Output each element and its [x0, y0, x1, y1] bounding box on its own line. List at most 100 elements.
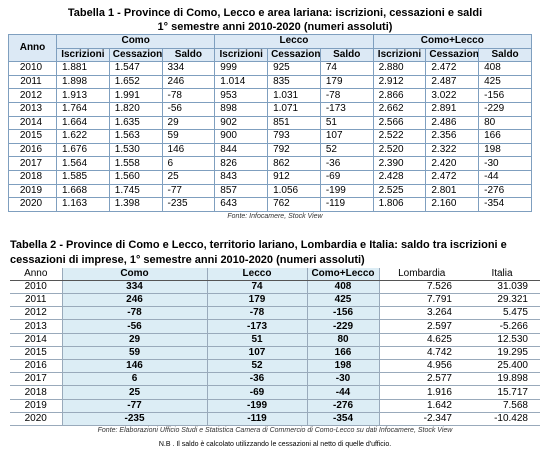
cell: -173: [319, 101, 374, 117]
cell: 408: [306, 280, 380, 295]
cell: 835: [267, 74, 321, 90]
cell: 1.622: [56, 129, 110, 144]
cell: 2.662: [372, 101, 427, 117]
cell: 246: [161, 74, 216, 90]
cell: 107: [319, 129, 374, 144]
column-subheader: Cessazioni: [108, 47, 163, 63]
cell: 792: [267, 142, 321, 158]
cell: 59: [61, 346, 208, 361]
cell: 19.295: [464, 346, 540, 361]
cell: 5.475: [464, 306, 540, 321]
cell: 7.568: [464, 399, 540, 413]
cell: 953: [214, 88, 269, 103]
table-row: 2016 146 52 198 4.956 25.400: [10, 359, 540, 374]
cell: 29: [61, 333, 208, 347]
cell: -78: [319, 88, 374, 103]
column-header: Anno: [10, 267, 62, 281]
column-header: Italia: [464, 267, 540, 281]
year-cell: 2019: [10, 399, 62, 413]
cell: 1.031: [267, 88, 321, 103]
cell: 1.764: [56, 101, 110, 117]
year-cell: 2011: [8, 74, 57, 90]
cell: 1.668: [56, 183, 110, 199]
cell: 862: [267, 156, 321, 171]
cell: -78: [61, 306, 208, 321]
cell: 1.398: [108, 197, 163, 212]
cell: -69: [206, 385, 308, 400]
cell: 1.558: [108, 156, 163, 171]
cell: -235: [161, 197, 216, 212]
table-row: 2016 1.676 1.530 146 844 792 52 2.520 2.322 198: [8, 142, 532, 158]
column-header: Anno: [8, 33, 57, 63]
note: N.B . Il saldo è calcolato utilizzando l…: [158, 440, 392, 448]
cell: -229: [478, 101, 532, 117]
cell: 844: [214, 142, 269, 158]
table-row: 2020 -235 -119 -354 -2.347 -10.428: [10, 412, 540, 426]
year-cell: 2014: [8, 115, 57, 131]
table-row: 2012 -78 -78 -156 3.264 5.475: [10, 306, 540, 321]
cell: 2.880: [372, 61, 427, 76]
cell: 4.956: [379, 359, 464, 374]
cell: 52: [206, 359, 308, 374]
cell: 80: [478, 115, 532, 131]
column-header: Lombardia: [379, 267, 464, 281]
cell: -354: [478, 197, 532, 212]
column-subheader: Cessazioni: [425, 47, 480, 63]
cell: 25: [161, 169, 216, 185]
cell: 1.014: [214, 74, 269, 90]
cell: 7.526: [379, 280, 464, 295]
cell: -36: [206, 372, 308, 387]
cell: 2.428: [372, 169, 427, 185]
year-cell: 2013: [10, 319, 62, 334]
header-row: Anno Como Lecco Como+Lecco: [8, 33, 533, 63]
cell: -30: [306, 372, 380, 387]
year-cell: 2018: [8, 169, 57, 185]
year-cell: 2013: [8, 101, 57, 117]
cell: -36: [319, 156, 374, 171]
table-row: 2014 1.664 1.635 29 902 851 51 2.566 2.486 80: [8, 115, 532, 131]
table-row: 2013 1.764 1.820 -56 898 1.071 -173 2.662 2.891-…: [8, 101, 532, 117]
table: Anno Como Lecco Como+Lecco Lombardia Italia 20…: [10, 267, 540, 426]
cell: 1.642: [379, 399, 464, 413]
cell: 1.635: [108, 115, 163, 131]
cell: 1.585: [56, 169, 110, 185]
cell: 1.560: [108, 169, 163, 185]
cell: 31.039: [464, 280, 540, 295]
cell: -2.347: [379, 412, 464, 426]
cell: -119: [319, 197, 374, 212]
cell: 2.487: [425, 74, 480, 90]
cell: 643: [214, 197, 269, 212]
year-cell: 2019: [8, 183, 57, 199]
table-row: 2015 59 107 166 4.742 19.295: [10, 346, 540, 361]
cell: 2.356: [425, 129, 480, 144]
cell: -44: [306, 385, 380, 400]
table-row: 2017 1.564 1.558 6 826 862 -36 2.390 2.420 -30: [8, 156, 532, 171]
cell: -77: [61, 399, 208, 413]
cell: 900: [214, 129, 269, 144]
column-subheader: Saldo: [161, 47, 216, 63]
subheader-row: Iscrizioni Cessazioni Saldo Iscrizioni Cessa…: [9, 47, 532, 63]
table-row: 2012 1.913 1.991 -78 953 1.031 -78 2.866 3.022 -1…: [8, 88, 532, 103]
cell: 334: [161, 61, 216, 76]
cell: 1.991: [108, 88, 163, 103]
table-row: 2018 1.585 1.560 25 843 912 -69 2.428 2.472 -44: [8, 169, 532, 185]
year-cell: 2010: [8, 61, 57, 76]
cell: 146: [161, 142, 216, 158]
column-subheader: Iscrizioni: [372, 47, 427, 63]
cell: 25: [61, 385, 208, 400]
column-header: Como: [55, 34, 216, 49]
cell: 19.898: [464, 372, 540, 387]
cell: 2.420: [425, 156, 480, 171]
cell: -56: [161, 101, 216, 117]
cell: 146: [61, 359, 208, 374]
cell: 179: [206, 293, 308, 308]
cell: 7.791: [379, 293, 464, 308]
cell: 3.022: [425, 88, 480, 103]
cell: 25.400: [464, 359, 540, 374]
cell: 1.547: [108, 61, 163, 76]
cell: 198: [478, 142, 532, 158]
cell: 2.160: [425, 197, 480, 212]
cell: 4.742: [379, 346, 464, 361]
cell: 2.520: [372, 142, 427, 158]
table-row: 2011 1.898 1.652 246 1.014 835 179 2.912 2.487 42…: [8, 74, 532, 90]
